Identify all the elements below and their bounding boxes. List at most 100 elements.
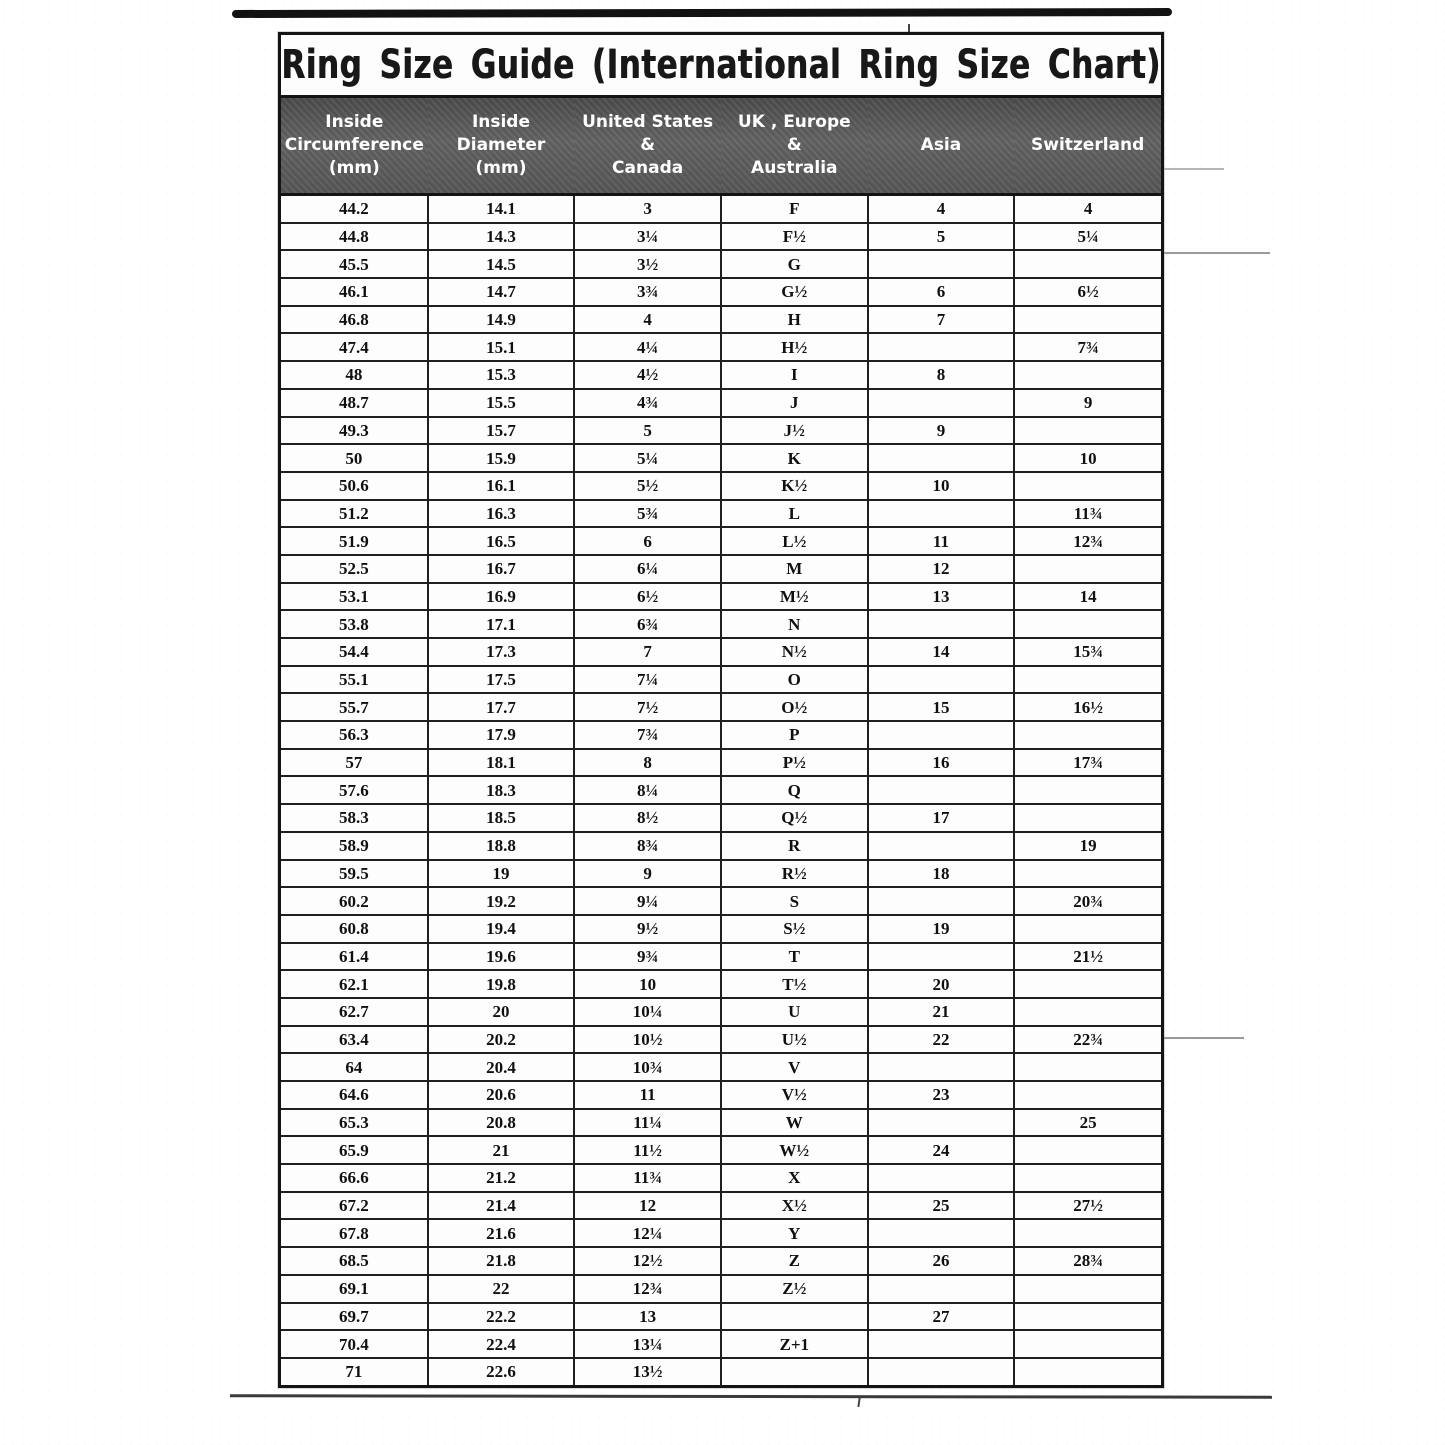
table-row: 57.6 18.3 8¼ Q — [280, 775, 1162, 806]
table-cell: 16 — [866, 747, 1016, 778]
table-cell — [719, 1301, 869, 1332]
table-cell — [1013, 775, 1162, 806]
table-cell: H — [719, 304, 869, 335]
table-cell: U — [719, 996, 869, 1027]
table-cell: 25 — [866, 1190, 1016, 1221]
table-cell: N — [719, 609, 869, 639]
table-cell: 27½ — [1013, 1190, 1162, 1221]
table-cell: 7¼ — [573, 664, 722, 695]
table-cell: 22 — [426, 1273, 576, 1304]
table-cell: 16½ — [1013, 692, 1162, 723]
table-cell — [866, 1107, 1016, 1138]
table-cell: 14.9 — [426, 304, 576, 335]
table-row: 65.3 20.8 11¼ W 25 — [280, 1107, 1162, 1138]
table-row: 45.5 14.5 3½ G — [280, 249, 1162, 280]
table-cell: 6¾ — [573, 609, 722, 639]
table-cell: 13 — [866, 581, 1016, 612]
table-row: 55.1 17.5 7¼ O — [280, 664, 1162, 695]
table-cell: 71 — [280, 1356, 429, 1386]
table-row: 57 18.1 8 P½ 16 17¾ — [280, 747, 1162, 778]
table-cell: 5¼ — [1013, 221, 1162, 252]
table-cell: 13¼ — [573, 1329, 722, 1359]
table-cell: 58.9 — [280, 830, 429, 861]
table-cell: 69.7 — [280, 1301, 429, 1332]
table-cell: 4¾ — [573, 387, 722, 418]
table-cell — [1013, 913, 1162, 944]
table-cell: 46.8 — [280, 304, 429, 335]
table-cell: 11¾ — [1013, 498, 1162, 529]
table-cell: 17.7 — [426, 692, 576, 723]
table-cell — [1013, 1356, 1162, 1386]
table-cell: 51.2 — [280, 498, 429, 529]
table-cell: 8 — [573, 747, 722, 778]
table-cell: 12¼ — [573, 1218, 722, 1249]
table-cell: 18.1 — [426, 747, 576, 778]
table-cell — [1013, 664, 1162, 695]
table-cell: S½ — [719, 913, 869, 944]
table-cell: 15.3 — [426, 360, 576, 390]
table-cell: 60.2 — [280, 886, 429, 916]
header-cell-2: Inside Diameter (mm) — [427, 98, 575, 196]
scan-artifact — [857, 1397, 861, 1408]
table-cell: 16.5 — [426, 526, 576, 556]
table-cell: 52.5 — [280, 553, 429, 584]
table-cell: 50 — [280, 443, 429, 473]
header-cell-line: Circumference — [284, 135, 424, 156]
scan-artifact — [1164, 252, 1270, 254]
table-cell: 14.1 — [426, 193, 576, 224]
ring-size-chart: Ring Size Guide (International Ring Size… — [278, 32, 1164, 1388]
table-cell: 15.5 — [426, 387, 576, 418]
table-cell: 4¼ — [573, 332, 722, 363]
header-cell-line: Australia — [751, 157, 838, 178]
table-row: 59.5 19 9 R½ 18 — [280, 858, 1162, 889]
table-cell — [1013, 609, 1162, 639]
table-cell: 67.8 — [280, 1218, 429, 1249]
table-row: 67.2 21.4 12 X½ 25 27½ — [280, 1190, 1162, 1221]
table-row: 51.2 16.3 5¾ L 11¾ — [280, 498, 1162, 529]
table-cell: 16.7 — [426, 553, 576, 584]
table-cell: P — [719, 720, 869, 750]
table-cell: Z+1 — [719, 1329, 869, 1359]
table-cell — [1013, 1301, 1162, 1332]
table-row: 53.8 17.1 6¾ N — [280, 609, 1162, 639]
table-cell: 70.4 — [280, 1329, 429, 1359]
table-cell: 60.8 — [280, 913, 429, 944]
table-cell: 4 — [866, 193, 1016, 224]
table-cell: O½ — [719, 692, 869, 723]
table-row: 48 15.3 4½ I 8 — [280, 360, 1162, 390]
bottom-border-line — [229, 1394, 1273, 1399]
table-cell: R½ — [719, 858, 869, 889]
table-cell: R — [719, 830, 869, 861]
table-cell: M½ — [719, 581, 869, 612]
table-cell: 28¾ — [1013, 1246, 1162, 1276]
header-cell-line: (mm) — [328, 157, 380, 178]
ring-size-table: Inside Circumference (mm) Inside Diameter (mm… — [280, 98, 1162, 1386]
table-cell: 9½ — [573, 913, 722, 944]
table-cell: 53.1 — [280, 581, 429, 612]
table-row: 69.7 22.2 13 27 — [280, 1301, 1162, 1332]
table-cell — [1013, 1135, 1162, 1166]
table-cell: 8 — [866, 360, 1016, 390]
table-cell: 6 — [866, 277, 1016, 307]
table-cell: 51.9 — [280, 526, 429, 556]
table-cell: K — [719, 443, 869, 473]
table-cell — [1013, 1218, 1162, 1249]
table-cell: 10¾ — [573, 1052, 722, 1082]
table-cell: 48.7 — [280, 387, 429, 418]
table-cell: G — [719, 249, 869, 280]
table-row: 68.5 21.8 12½ Z 26 28¾ — [280, 1246, 1162, 1276]
table-cell: 5¼ — [573, 443, 722, 473]
header-cell-line: UK , Europe — [737, 112, 851, 133]
table-cell: 64 — [280, 1052, 429, 1082]
table-cell: 16.3 — [426, 498, 576, 529]
table-cell: 65.9 — [280, 1135, 429, 1166]
table-body: 44.2 14.1 3 F 4 4 44.8 14.3 3¼ F½ 5 5¼ 45.5 14.5 3½ G 46… — [280, 193, 1162, 1386]
table-cell — [866, 1218, 1016, 1249]
table-cell: 58.3 — [280, 803, 429, 833]
table-cell: 48 — [280, 360, 429, 390]
table-cell: 15.9 — [426, 443, 576, 473]
table-cell: 8¾ — [573, 830, 722, 861]
header-row: Inside Circumference (mm) Inside Diameter (mm… — [281, 98, 1161, 196]
table-cell: 17.9 — [426, 720, 576, 750]
table-cell: 44.8 — [280, 221, 429, 252]
